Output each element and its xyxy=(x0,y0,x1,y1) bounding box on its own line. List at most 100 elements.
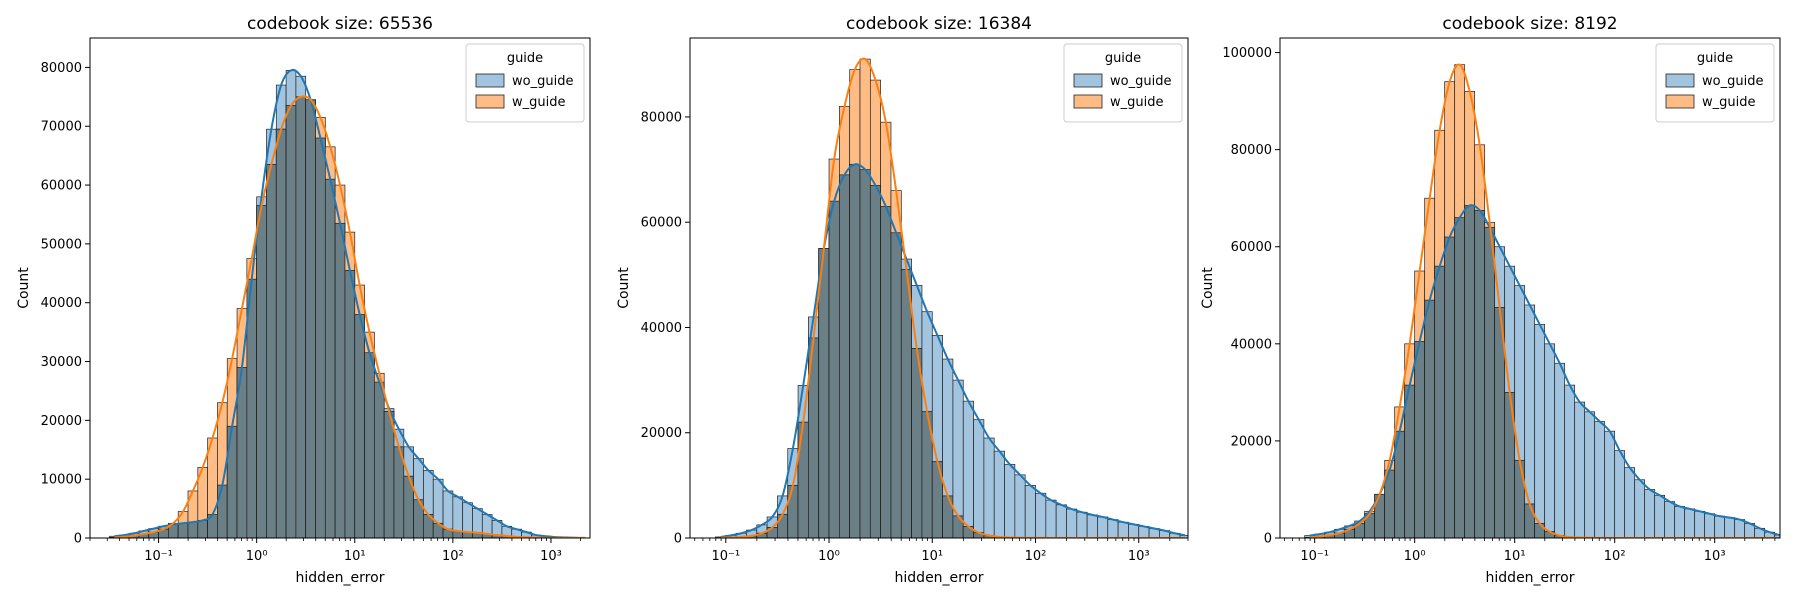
axes-frame xyxy=(89,37,591,539)
bar-wo_guide xyxy=(1076,511,1088,538)
y-tick-label: 100000 xyxy=(1222,46,1272,61)
y-tick-label: 0 xyxy=(1264,532,1272,547)
x-tick-label: 10³ xyxy=(1128,549,1150,564)
bar-wo_guide xyxy=(1694,510,1706,538)
x-tick-label: 10¹ xyxy=(921,549,943,564)
chart-panel-3: 0 20000 40000 60000 80000 100000 10⁻¹ 10⁰ 10¹ 10²… xyxy=(1200,14,1795,586)
bar-overlap xyxy=(1524,503,1536,538)
bar-wo_guide xyxy=(1014,474,1026,538)
chart-title: codebook size: 8192 xyxy=(1442,14,1617,34)
y-tick-label: 20000 xyxy=(1231,434,1272,449)
y-tick-label: 70000 xyxy=(41,120,82,135)
bar-wo_guide xyxy=(1664,501,1676,538)
bar-wo_guide xyxy=(1035,492,1047,538)
bar-wo_guide xyxy=(1574,401,1586,538)
bar-overlap xyxy=(217,484,228,538)
bar-overlap xyxy=(1414,341,1426,538)
bar-overlap xyxy=(787,485,799,538)
bar-overlap xyxy=(1484,226,1496,538)
bar-wo_guide xyxy=(1594,421,1606,538)
bar-overlap xyxy=(197,520,208,538)
bar-overlap xyxy=(797,421,809,538)
y-axis-label: Count xyxy=(616,267,632,309)
x-tick-label: 10² xyxy=(1025,549,1047,564)
bar-wo_guide xyxy=(1564,384,1576,538)
axes-frame xyxy=(689,37,1189,539)
bar-wo_guide xyxy=(1097,516,1109,538)
bar-wo_guide xyxy=(1107,519,1119,538)
bar-wo_guide xyxy=(1624,467,1636,538)
x-axis-label: hidden_error xyxy=(296,570,385,586)
bar-wo_guide xyxy=(1684,508,1696,538)
x-tick-label: 10⁰ xyxy=(246,549,268,564)
x-tick-label: 10³ xyxy=(1704,549,1726,564)
bar-wo_guide xyxy=(1704,513,1716,538)
legend-label-wo_guide: wo_guide xyxy=(1110,74,1171,89)
bar-overlap xyxy=(1424,299,1436,538)
x-tick-label: 10¹ xyxy=(344,549,366,564)
y-tick-label: 40000 xyxy=(41,296,82,311)
x-tick-label: 10³ xyxy=(540,549,562,564)
bar-wo_guide xyxy=(1024,485,1036,538)
legend-swatch-w_guide xyxy=(475,94,505,109)
bar-wo_guide xyxy=(1634,479,1646,538)
y-tick-label: 80000 xyxy=(1231,143,1272,158)
bar-overlap xyxy=(354,314,365,538)
bar-overlap xyxy=(880,206,892,538)
plot-area xyxy=(715,57,1188,538)
x-tick-label: 10⁻¹ xyxy=(144,549,173,564)
bar-overlap xyxy=(334,222,346,538)
bar-wo_guide xyxy=(983,437,995,538)
x-axis-label: hidden_error xyxy=(1486,570,1575,586)
plot-area xyxy=(109,68,590,538)
bar-wo_guide xyxy=(1554,362,1566,538)
bar-overlap xyxy=(1534,523,1546,538)
bar-overlap xyxy=(187,521,199,538)
legend-swatch-wo_guide xyxy=(475,73,505,88)
x-tick-label: 10¹ xyxy=(1504,549,1526,564)
bar-overlap xyxy=(315,137,326,538)
bar-overlap xyxy=(364,352,375,538)
y-tick-label: 0 xyxy=(674,532,682,547)
legend-label-w_guide: w_guide xyxy=(1702,95,1756,110)
y-tick-label: 80000 xyxy=(641,110,682,125)
bar-wo_guide xyxy=(962,400,974,538)
bar-wo_guide xyxy=(1055,504,1067,538)
bar-overlap xyxy=(839,174,851,538)
bar-wo_guide xyxy=(1785,537,1795,538)
bar-overlap xyxy=(256,205,267,538)
axes-frame xyxy=(1279,37,1781,539)
bar-overlap xyxy=(344,270,356,538)
x-tick-label: 10⁰ xyxy=(1404,549,1426,564)
legend-label-w_guide: w_guide xyxy=(1110,95,1164,110)
bar-wo_guide xyxy=(1117,521,1129,538)
bar-overlap xyxy=(777,513,789,538)
bar-wo_guide xyxy=(1714,515,1726,538)
bar-wo_guide xyxy=(1584,411,1596,538)
bar-overlap xyxy=(849,163,861,538)
bar-wo_guide xyxy=(1724,517,1736,538)
bar-wo_guide xyxy=(1674,506,1686,538)
legend-label-w_guide: w_guide xyxy=(512,95,566,110)
y-tick-label: 60000 xyxy=(1231,240,1272,255)
bar-overlap xyxy=(374,381,385,538)
y-tick-label: 30000 xyxy=(41,355,82,370)
y-tick-label: 20000 xyxy=(641,426,682,441)
chart-title: codebook size: 16384 xyxy=(846,14,1032,34)
legend-title: guide xyxy=(1697,51,1733,66)
legend-label-wo_guide: wo_guide xyxy=(512,74,573,89)
bar-overlap xyxy=(275,128,287,538)
legend: guide wo_guide w_guide xyxy=(465,43,585,123)
bar-wo_guide xyxy=(1604,430,1616,538)
bar-overlap xyxy=(324,178,336,538)
y-axis-label: Count xyxy=(16,267,32,309)
x-tick-label: 10⁻¹ xyxy=(711,549,740,564)
y-tick-label: 40000 xyxy=(1231,337,1272,352)
y-tick-label: 10000 xyxy=(41,473,82,488)
bar-wo_guide xyxy=(1544,343,1556,538)
bar-wo_guide xyxy=(1614,450,1626,538)
kde-line-w_guide xyxy=(114,95,586,538)
bar-overlap xyxy=(383,411,395,538)
bar-wo_guide xyxy=(1128,523,1140,538)
